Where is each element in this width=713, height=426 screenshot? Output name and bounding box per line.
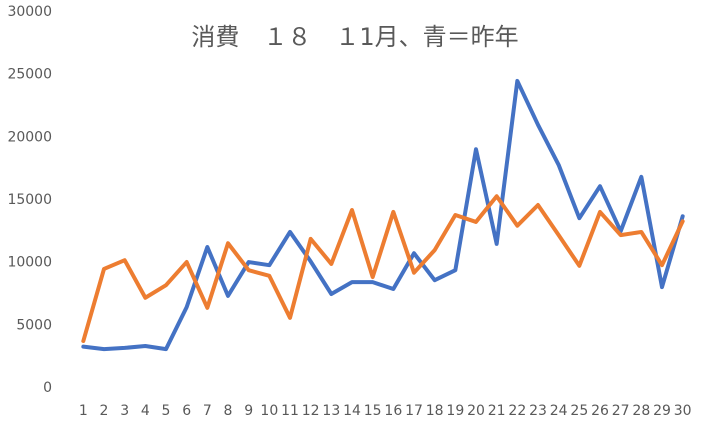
x-tick-label: 20 (467, 403, 485, 419)
y-tick-label: 25000 (7, 67, 52, 83)
x-tick-label: 7 (203, 403, 212, 419)
x-tick-label: 2 (100, 403, 109, 419)
x-tick-label: 4 (141, 403, 150, 419)
x-tick-label: 10 (260, 403, 278, 419)
x-tick-label: 25 (570, 403, 588, 419)
x-tick-label: 24 (550, 403, 568, 419)
y-tick-label: 30000 (7, 4, 52, 20)
x-tick-label: 1 (79, 403, 88, 419)
chart-title: 消費 １８ １1月、青＝昨年 (191, 23, 518, 51)
x-tick-label: 23 (529, 403, 547, 419)
y-tick-label: 15000 (7, 192, 52, 208)
x-tick-label: 3 (120, 403, 129, 419)
x-tick-label: 9 (244, 403, 253, 419)
x-tick-label: 6 (182, 403, 191, 419)
x-tick-label: 15 (364, 403, 382, 419)
x-tick-label: 11 (281, 403, 299, 419)
line-series (81, 194, 685, 343)
x-tick-label: 13 (322, 403, 340, 419)
x-tick-label: 17 (405, 403, 423, 419)
x-tick-label: 8 (224, 403, 233, 419)
x-tick-label: 30 (674, 403, 692, 419)
x-tick-label: 26 (591, 403, 609, 419)
x-tick-label: 21 (488, 403, 506, 419)
x-tick-label: 12 (302, 403, 320, 419)
x-tick-label: 14 (343, 403, 361, 419)
x-tick-label: 28 (632, 403, 650, 419)
y-tick-label: 0 (43, 380, 52, 396)
line-series (81, 78, 685, 352)
x-tick-label: 5 (162, 403, 171, 419)
x-tick-label: 27 (612, 403, 630, 419)
x-tick-label: 29 (653, 403, 671, 419)
y-tick-label: 20000 (7, 129, 52, 145)
y-tick-label: 10000 (7, 255, 52, 271)
x-tick-label: 16 (384, 403, 402, 419)
y-tick-label: 5000 (16, 317, 52, 333)
x-tick-label: 18 (426, 403, 444, 419)
x-tick-label: 19 (446, 403, 464, 419)
x-tick-label: 22 (508, 403, 526, 419)
